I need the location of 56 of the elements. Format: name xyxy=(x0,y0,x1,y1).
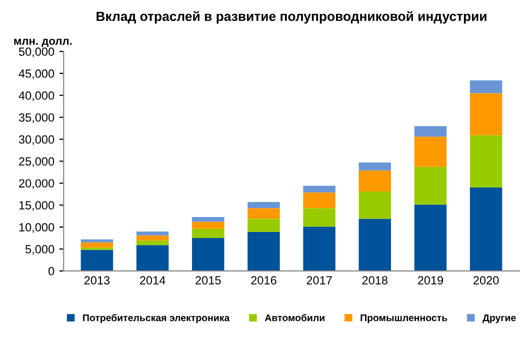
bar xyxy=(80,250,114,271)
bar xyxy=(358,192,391,219)
y-tick-label: 25,000 xyxy=(19,157,54,167)
legend-label: Другие xyxy=(482,314,516,324)
bar xyxy=(358,218,391,271)
x-tick-label: 2017 xyxy=(306,276,332,285)
y-tick-label: 35,000 xyxy=(18,113,54,124)
bar xyxy=(192,216,224,222)
bar xyxy=(358,162,391,170)
x-tick-label: 2015 xyxy=(196,276,221,285)
bar xyxy=(136,235,169,241)
bar xyxy=(248,202,280,208)
legend-label: Промышленность xyxy=(360,314,448,324)
x-tick-label: 2016 xyxy=(251,276,276,285)
y-axis-title: млн. долл. xyxy=(14,38,72,47)
y-tick-label: 45,000 xyxy=(18,69,54,80)
bar xyxy=(414,204,447,271)
y-tick-label: 30,000 xyxy=(18,135,54,146)
bar xyxy=(470,80,502,94)
bar xyxy=(80,239,114,242)
y-tick-label: 10,000 xyxy=(19,223,54,233)
bar xyxy=(303,192,336,208)
bar xyxy=(470,93,502,136)
bar xyxy=(358,170,391,192)
bar xyxy=(414,136,447,167)
bar xyxy=(248,208,280,219)
y-tick-label: 5,000 xyxy=(26,245,54,255)
bar xyxy=(136,240,169,246)
y-tick-label: 15,000 xyxy=(19,201,54,211)
y-tick-label: 20,000 xyxy=(19,179,54,189)
bar xyxy=(192,222,224,229)
bar xyxy=(192,228,224,238)
bar xyxy=(136,245,169,271)
bar xyxy=(470,135,502,188)
bar xyxy=(303,226,336,271)
x-tick-label: 2018 xyxy=(362,276,388,285)
legend-label: Автомобили xyxy=(264,314,324,322)
bar xyxy=(414,166,447,205)
bar xyxy=(414,126,447,137)
x-tick-label: 2014 xyxy=(140,276,166,285)
bar xyxy=(303,186,336,192)
bar xyxy=(470,188,502,271)
legend-label: Потребительская электроника xyxy=(83,314,230,324)
bar xyxy=(80,242,114,248)
bar xyxy=(303,208,336,227)
y-tick-label: 40,000 xyxy=(18,91,54,102)
y-tick-label: 0 xyxy=(48,267,54,276)
x-tick-label: 2019 xyxy=(418,276,444,285)
chart-title: Вклад отраслей в развитие полупроводниковой индустрии xyxy=(96,11,486,24)
bar xyxy=(248,218,280,232)
bar xyxy=(248,232,280,271)
x-tick-label: 2013 xyxy=(84,276,110,285)
bar xyxy=(192,238,224,271)
y-tick-label: 50,000 xyxy=(18,47,54,58)
bar xyxy=(136,231,169,236)
x-tick-label: 2020 xyxy=(474,276,499,285)
